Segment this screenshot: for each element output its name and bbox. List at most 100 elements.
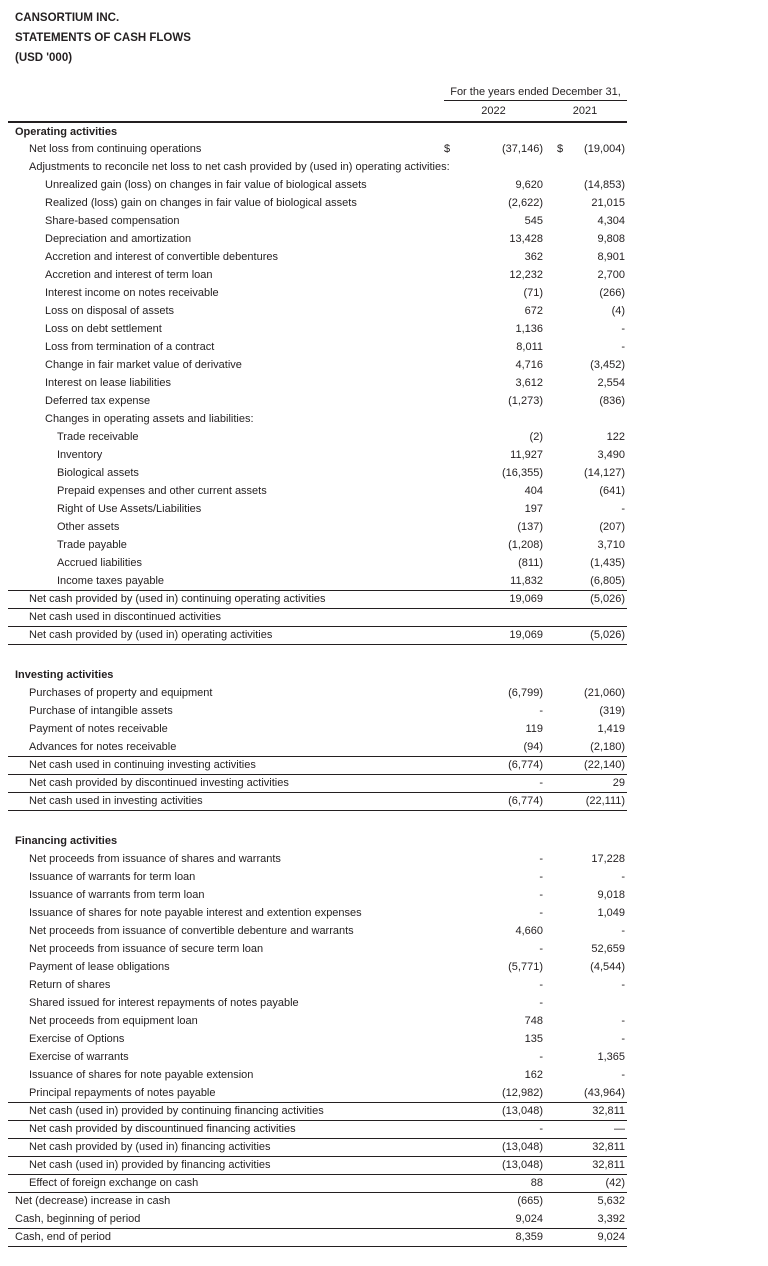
currency-symbol-2021 [543,212,573,230]
currency-symbol-2022 [444,320,470,338]
currency-symbol-2022 [444,176,470,194]
table-row: Net cash provided by (used in) continuin… [8,590,628,609]
table-row: Loss from termination of a contract 8,01… [8,338,627,356]
period-header: For the years ended December 31, [444,82,628,101]
row-label: Net proceeds from issuance of secure ter… [29,943,264,955]
currency-symbol-2021 [543,886,573,904]
table-row: Right of Use Assets/Liabilities 197 - [8,500,627,518]
row-label: Depreciation and amortization [45,233,192,245]
value-2022: - [539,1051,543,1063]
row-label: Return of shares [29,979,111,991]
value-2021: (14,853) [584,179,626,191]
table-body: Operating activities Net loss from conti… [8,122,628,1247]
currency-symbol-2022 [444,122,470,140]
value-2021: 122 [606,431,626,443]
value-2022: 9,024 [470,1210,543,1229]
row-label: Advances for notes receivable [8,738,444,757]
company-name: CANSORTIUM INC. [15,12,120,24]
value-2022 [470,608,543,627]
currency-symbol-2022 [444,850,470,868]
currency-symbol-2022 [444,518,470,536]
value-2021: 21,015 [591,197,626,209]
currency-symbol-2022 [444,302,470,320]
value-2022: 4,660 [515,925,543,937]
currency-symbol-2022 [444,248,470,266]
table-row: Adjustments to reconcile net loss to net… [8,158,627,176]
value-2021: (836) [599,395,626,407]
table-row: Net proceeds from issuance of secure ter… [8,940,627,958]
row-label: Net proceeds from issuance of shares and… [29,853,281,865]
currency-symbol-2022 [444,1138,470,1157]
row-label: Net cash provided by (used in) continuin… [8,590,444,609]
value-2021: (14,127) [584,467,626,479]
currency-symbol-2022 [444,738,470,757]
currency-symbol-2021 [543,976,573,994]
value-2021: 29 [573,774,628,793]
value-2021: 32,811 [573,1138,628,1157]
row-label: Effect of foreign exchange on cash [8,1174,444,1193]
table-row: Net cash provided by discountinued finan… [8,1120,628,1139]
currency-symbol-2022 [444,886,470,904]
table-row: Share-based compensation 545 4,304 [8,212,627,230]
value-2022: (37,146) [502,143,543,155]
value-2022: (137) [517,521,543,533]
value-2021: 9,018 [597,889,626,901]
value-2021: 17,228 [591,853,626,865]
currency-symbol-2021 [543,428,573,446]
value-2021: (43,964) [573,1084,628,1103]
value-2021: (2,180) [573,738,628,757]
value-2022: - [539,997,543,1009]
table-row: Trade payable (1,208) 3,710 [8,536,627,554]
currency-symbol-2021 [543,1012,573,1030]
row-label: Change in fair market value of derivativ… [45,359,242,371]
currency-symbol-2021 [543,446,573,464]
row-label: Net (decrease) increase in cash [15,1195,171,1208]
row-label: Exercise of warrants [29,1051,129,1063]
currency-symbol-2022 [444,428,470,446]
value-2021: (3,452) [590,359,626,371]
value-2022: (2) [529,431,543,443]
currency-symbol-2022 [444,446,470,464]
table-row: Issuance of shares for note payable inte… [8,904,627,922]
value-2022: 8,011 [516,341,543,353]
currency-symbol-2021 [543,850,573,868]
row-label: Income taxes payable [8,572,444,591]
row-label: Purchase of intangible assets [29,705,173,717]
currency-symbol-2022: $ [444,143,451,155]
row-label: Loss from termination of a contract [45,341,215,353]
row-label: Loss on disposal of assets [45,305,175,317]
row-label: Issuance of warrants for term loan [29,871,196,883]
currency-symbol-2022 [444,868,470,886]
value-2022: - [539,979,543,991]
value-2022: (71) [523,287,543,299]
row-label: Financing activities [15,835,118,847]
table-row: Other assets (137) (207) [8,518,627,536]
row-label: Accrued liabilities [57,557,142,569]
value-2022: 362 [524,251,543,263]
value-2021: 4,304 [597,215,626,227]
row-label: Net cash provided by discountinued finan… [8,1120,444,1139]
row-label: Shared issued for interest repayments of… [29,997,299,1009]
row-label: Net loss from continuing operations [29,143,202,155]
currency-symbol-2021 [543,1102,573,1121]
value-2022 [470,410,543,428]
value-2022: (1,208) [508,539,543,551]
row-label: Net cash used in discontinued activities [8,608,444,627]
currency-symbol-2022 [444,194,470,212]
currency-symbol-2021 [543,1228,573,1247]
currency-symbol-2021 [543,392,573,410]
currency-symbol-2021 [543,482,573,500]
row-label: Trade receivable [57,431,139,443]
currency-symbol-2022 [444,756,470,775]
currency-symbol-2021 [543,248,573,266]
value-2021: (1,435) [590,557,626,569]
table-row: Interest on lease liabilities 3,612 2,55… [8,374,627,392]
currency-symbol-2021 [543,904,573,922]
row-label: Biological assets [57,467,139,479]
value-2022: 8,359 [470,1228,543,1247]
header-spacer-cell [8,82,444,100]
currency-symbol-2021 [543,940,573,958]
value-2021: (207) [599,521,626,533]
value-2021: - [621,979,626,991]
